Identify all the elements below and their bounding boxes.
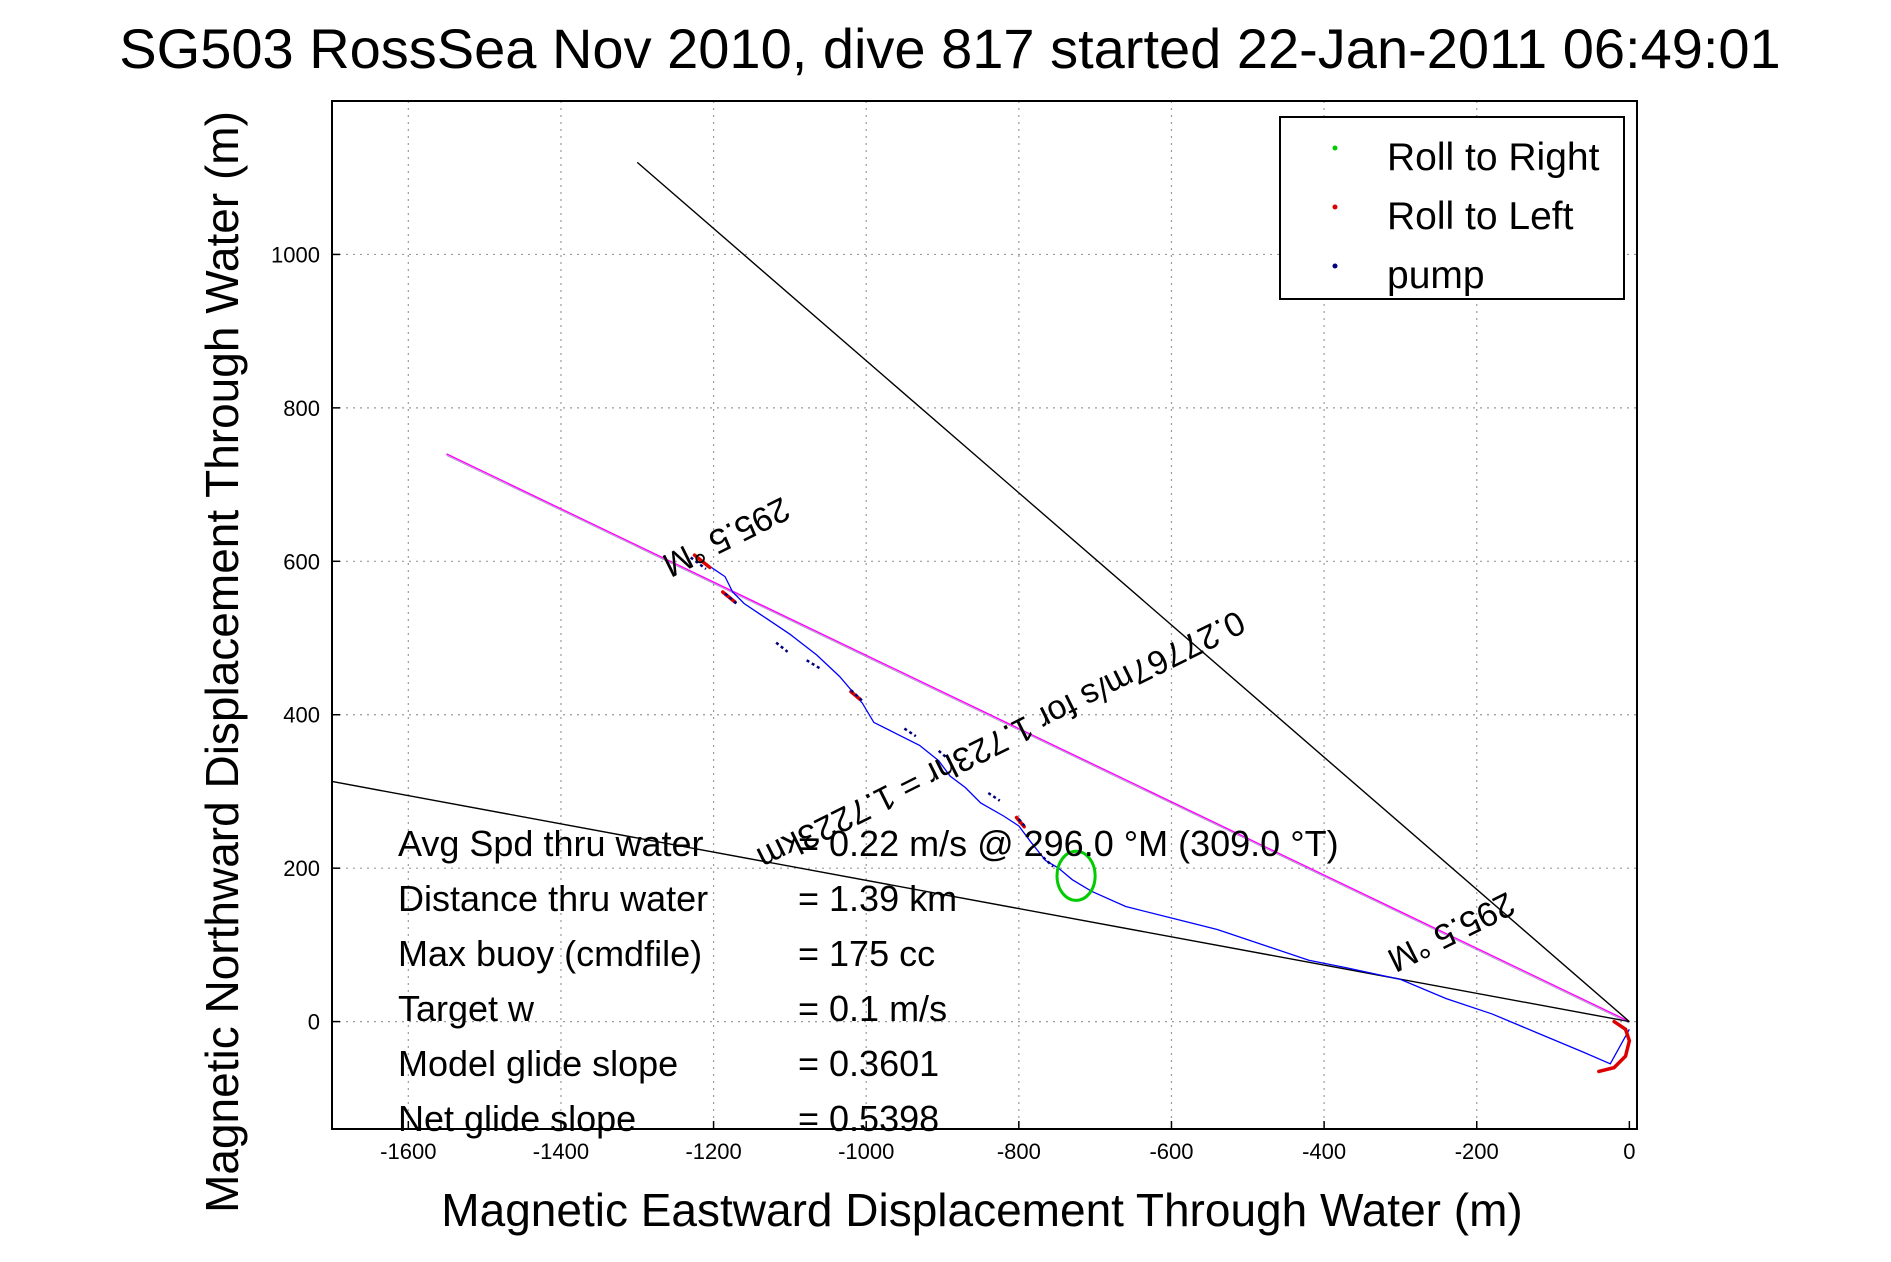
y-tick-label: 200 — [283, 856, 320, 881]
pump-segment — [724, 592, 738, 605]
stat-label: Distance thru water — [398, 878, 708, 919]
roll-right-loop — [1055, 849, 1097, 902]
x-tick-label: -600 — [1149, 1139, 1193, 1164]
stat-value: = 0.1 m/s — [798, 988, 947, 1029]
pump-segment — [806, 659, 822, 670]
legend: Roll to Right Roll to Left pump — [1279, 116, 1625, 300]
stat-label: Avg Spd thru water — [398, 823, 704, 864]
pump-segment — [775, 641, 789, 653]
x-tick-label: -200 — [1455, 1139, 1499, 1164]
y-axis-label: Magnetic Northward Displacement Through … — [196, 111, 248, 1213]
stats-block: Avg Spd thru water = 0.22 m/s @ 296.0 °M … — [398, 823, 1339, 1139]
plot-annotation: 295.5 °M — [1382, 884, 1521, 979]
stat-label: Target w — [398, 988, 535, 1029]
pump-segment — [987, 791, 1001, 802]
y-tick-label: 600 — [283, 549, 320, 574]
grid — [332, 101, 1637, 1129]
lower-bound-line — [331, 780, 1630, 1023]
data-layer — [331, 161, 1632, 1074]
pump-segment — [1017, 818, 1028, 830]
stat-value: = 0.22 m/s @ 296.0 °M (309.0 °T) — [798, 823, 1339, 864]
x-tick-label: -1200 — [685, 1139, 741, 1164]
stat-value: = 0.3601 — [798, 1043, 939, 1084]
stat-value: = 175 cc — [798, 933, 935, 974]
chart-title: SG503 RossSea Nov 2010, dive 817 started… — [119, 17, 1780, 80]
upper-bound-line — [636, 161, 1630, 1023]
heading-line — [446, 453, 1630, 1023]
legend-marker — [1332, 263, 1338, 269]
x-tick-label: -1600 — [380, 1139, 436, 1164]
x-tick-label: 0 — [1623, 1139, 1635, 1164]
stat-label: Max buoy (cmdfile) — [398, 933, 702, 974]
plot-annotation: 295.5 °M — [657, 489, 796, 584]
legend-marker — [1332, 204, 1338, 210]
stat-label: Model glide slope — [398, 1043, 678, 1084]
y-tick-label: 800 — [283, 396, 320, 421]
roll-left-segment — [692, 553, 712, 570]
legend-entry: Roll to Right — [1387, 136, 1600, 179]
y-tick-label: 400 — [283, 703, 320, 728]
y-tick-label: 0 — [308, 1010, 320, 1035]
plot-frame — [331, 100, 1638, 1130]
legend-entry: pump — [1387, 254, 1485, 297]
annotations: 295.5 °M0.27767m/s for 1.723hr = 1.7223k… — [657, 489, 1521, 979]
roll-left-segment — [720, 590, 737, 604]
heading-line-shadow — [446, 455, 1630, 1024]
tick-labels: -1600 -1400 -1200 -1000 -800 -600 -400 -200 0 0 20… — [271, 242, 1635, 1164]
roll-left-segment — [1597, 1019, 1632, 1074]
pump-segment — [1042, 856, 1055, 868]
x-tick-label: -1000 — [838, 1139, 894, 1164]
y-tick-label: 1000 — [271, 242, 320, 267]
legend-marker — [1332, 145, 1338, 151]
glider-track — [697, 556, 1630, 1065]
x-tick-label: -800 — [997, 1139, 1041, 1164]
stat-value: = 0.5398 — [798, 1098, 939, 1139]
x-tick-label: -1400 — [533, 1139, 589, 1164]
stat-label: Net glide slope — [398, 1098, 636, 1139]
pump-segment — [850, 689, 864, 702]
pump-segment — [937, 749, 951, 762]
legend-entry: Roll to Left — [1387, 195, 1574, 238]
x-axis-label: Magnetic Eastward Displacement Through W… — [441, 1184, 1522, 1236]
pump-segment — [903, 727, 917, 738]
stat-value: = 1.39 km — [798, 878, 957, 919]
x-tick-label: -400 — [1302, 1139, 1346, 1164]
